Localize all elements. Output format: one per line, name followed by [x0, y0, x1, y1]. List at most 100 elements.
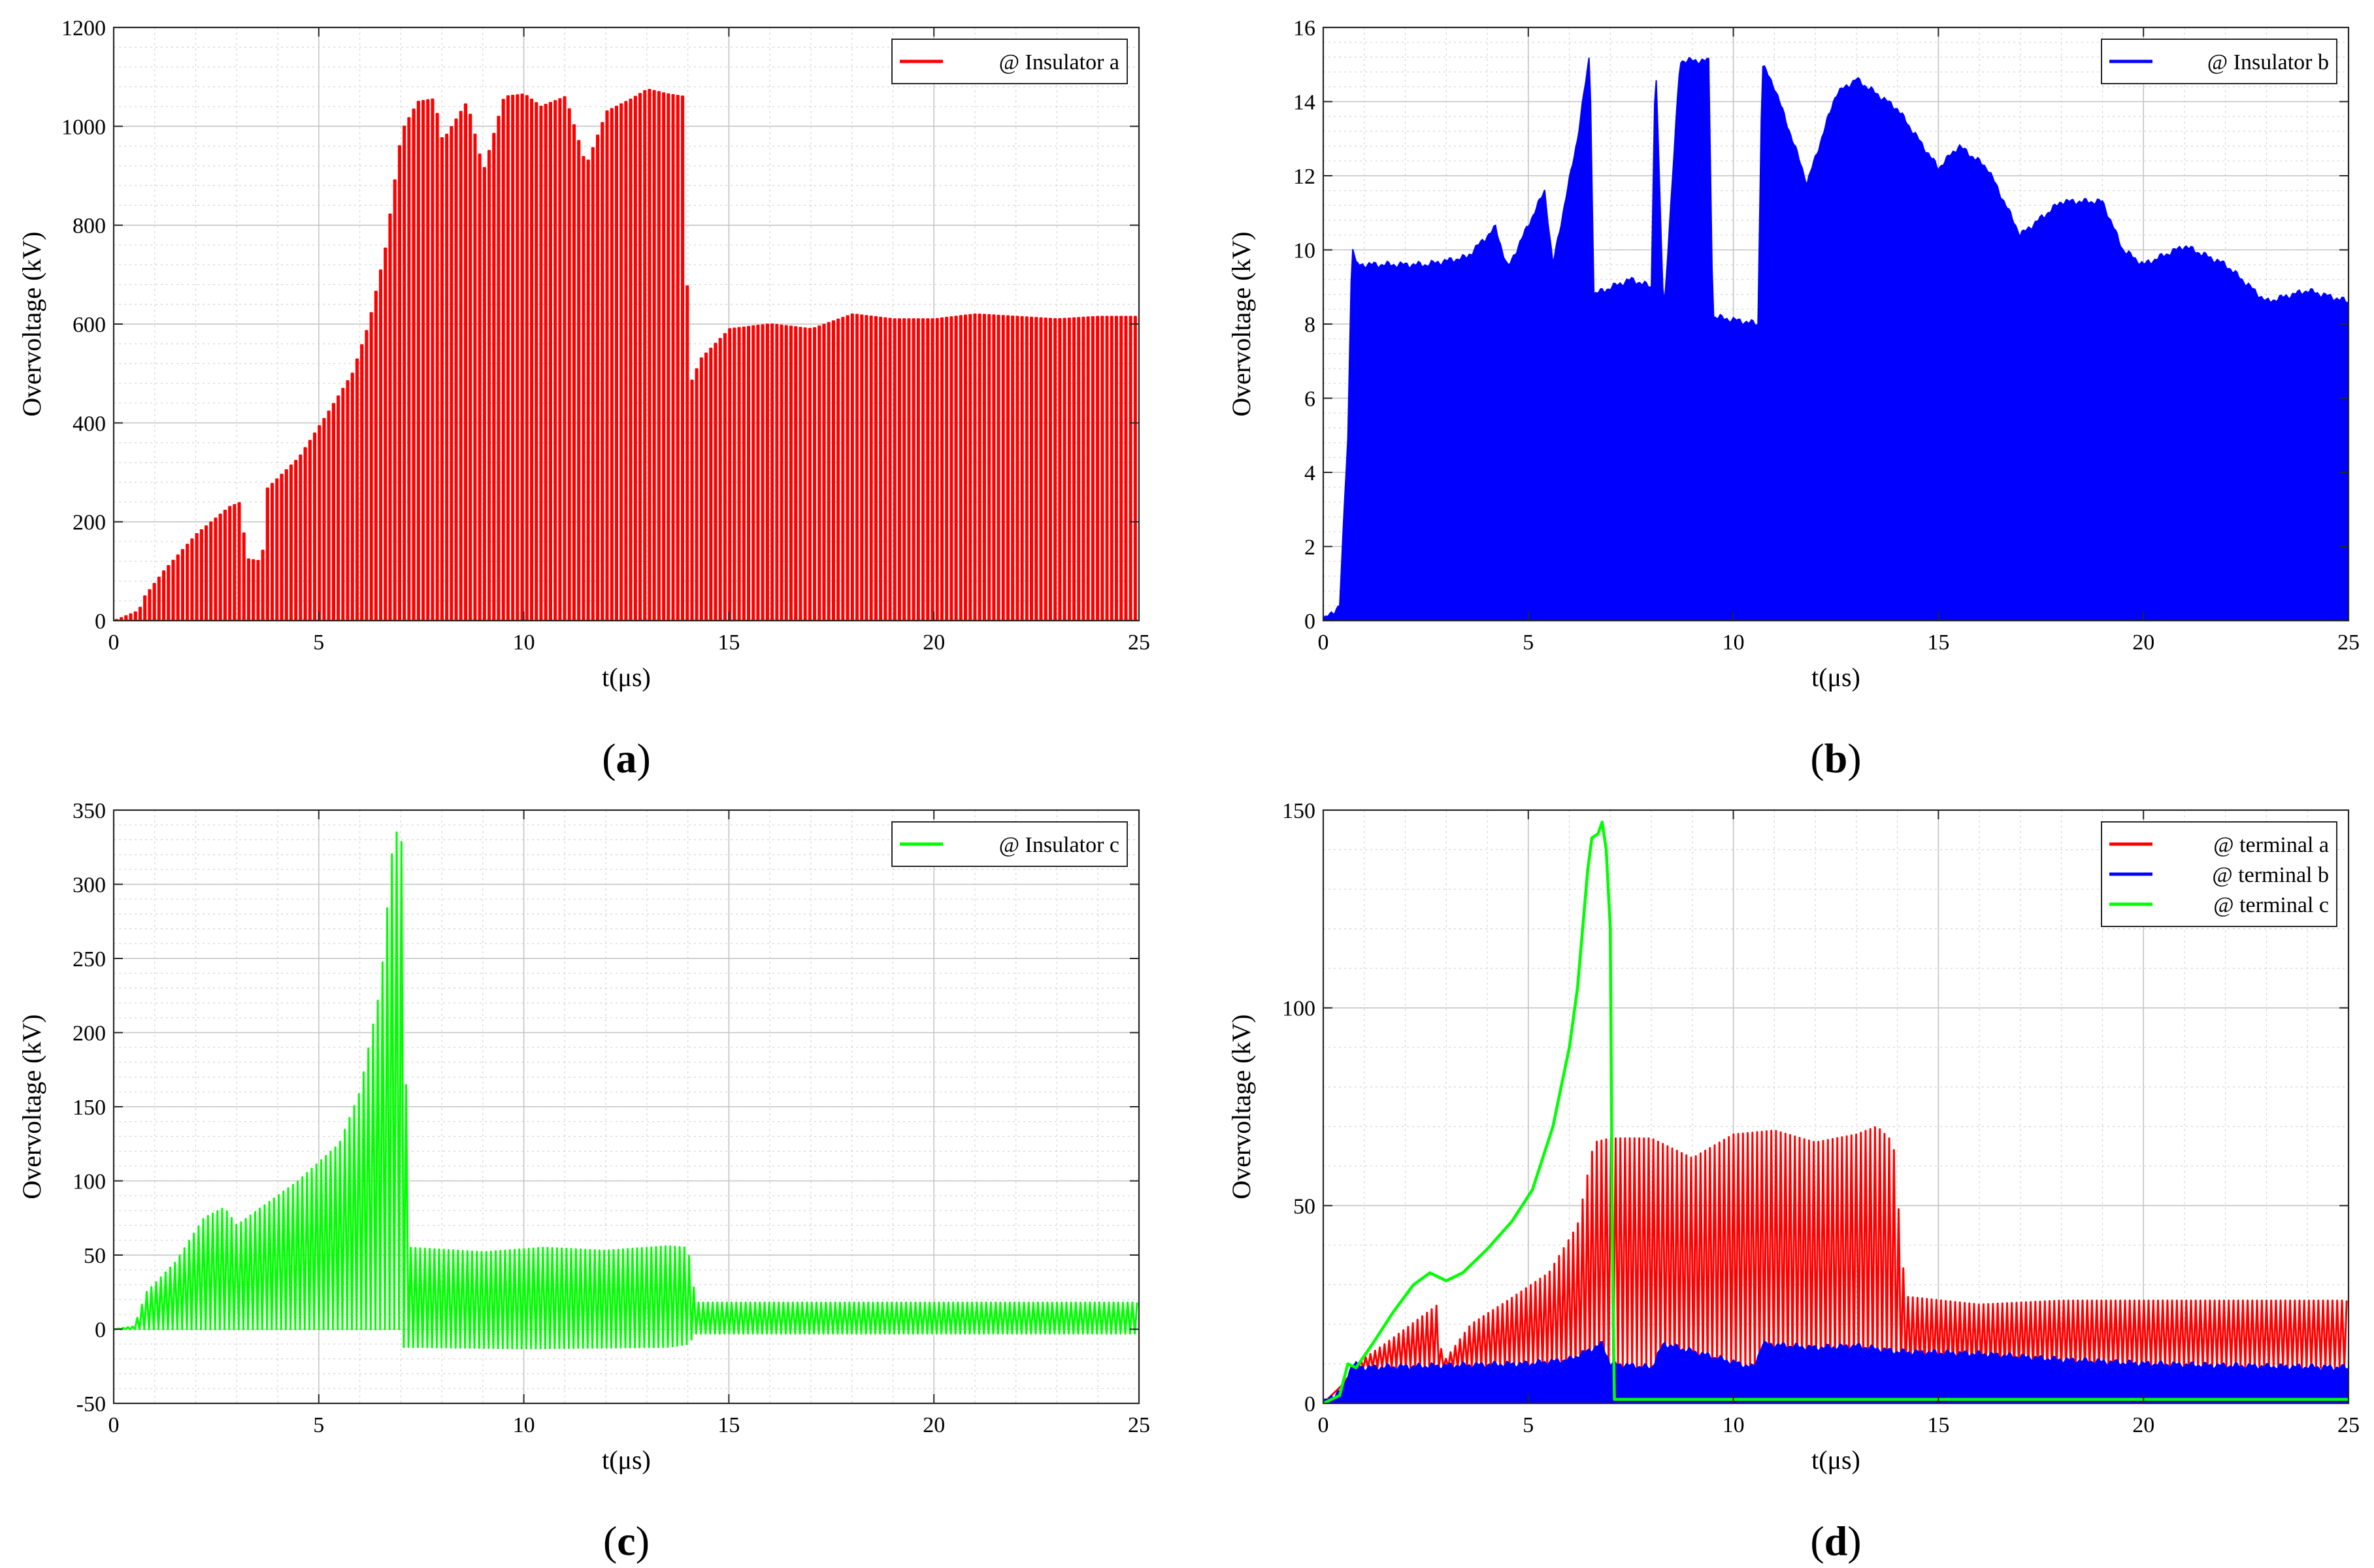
- ticks: 0 5 10 15 20 25 0 2 4 6 8 10 12 14 16: [1293, 16, 2360, 655]
- series-terminal-b: [1323, 1340, 2349, 1403]
- y-axis-label: Overvoltage (kV): [17, 1014, 46, 1199]
- x-tick-label: 20: [2132, 630, 2154, 655]
- x-tick-label: 10: [1723, 630, 1745, 655]
- x-tick-label: 10: [513, 1413, 535, 1437]
- chart-panel-d: 0 5 10 15 20 25 0 50 100 150 t(μs) Overvoltage (kV)…: [1227, 799, 2360, 1564]
- y-tick-label: 150: [1282, 799, 1315, 823]
- axes-box: [1322, 809, 2350, 1405]
- x-tick-label: 5: [1523, 630, 1534, 655]
- y-tick-label: 400: [73, 412, 106, 436]
- filled-band: [1323, 1340, 2349, 1403]
- x-tick-label: 15: [1927, 630, 1949, 655]
- x-tick-label: 20: [923, 1413, 945, 1437]
- panel-letter: d: [1824, 1518, 1848, 1564]
- plot-data: [114, 831, 1138, 1350]
- filled-band: [1323, 57, 2349, 621]
- y-tick-label: 0: [95, 610, 106, 634]
- x-tick-label: 20: [2132, 1413, 2154, 1437]
- ticks: 0 5 10 15 20 25 0 50 100 150: [1282, 799, 2360, 1437]
- series-insulator-b: [1323, 57, 2349, 621]
- y-tick-label: 100: [73, 1170, 106, 1194]
- panel-letter: c: [617, 1518, 635, 1564]
- x-axis-label: t(μs): [1811, 1445, 1860, 1475]
- y-tick-label: 50: [1293, 1194, 1315, 1218]
- y-tick-label: 8: [1304, 313, 1315, 337]
- chart-panel-c: 0 5 10 15 20 25-50050100150200250300350t(μs)O…: [17, 799, 1150, 1564]
- y-tick-label: 800: [73, 214, 106, 238]
- legend-box: [891, 821, 1128, 867]
- panel-letter: b: [1824, 735, 1848, 781]
- y-tick-label: 200: [73, 1022, 106, 1046]
- panel-label: (b): [1810, 735, 1861, 781]
- panel-letter: a: [616, 735, 637, 781]
- legend-entry: @ Insulator c: [999, 833, 1119, 857]
- y-tick-label: 0: [1304, 1392, 1315, 1416]
- y-tick-label: 250: [73, 947, 106, 972]
- y-tick-label: 14: [1293, 91, 1315, 115]
- y-tick-label: 4: [1304, 461, 1315, 485]
- panel-paren-close: ): [1847, 735, 1861, 781]
- legend: @ terminal a @ terminal b @ terminal c: [2101, 821, 2337, 927]
- y-tick-label: 200: [73, 511, 106, 535]
- panel-paren-close: ): [637, 735, 651, 781]
- panel-label: (d): [1810, 1518, 1861, 1564]
- series-terminal-c: [1323, 820, 2349, 1403]
- legend: @ Insulator a: [891, 39, 1128, 84]
- y-tick-label: 50: [84, 1244, 106, 1268]
- x-tick-label: 15: [717, 630, 740, 655]
- x-tick-label: 5: [313, 630, 324, 655]
- y-tick-label: 16: [1293, 16, 1315, 41]
- x-tick-label: 0: [1318, 630, 1329, 655]
- legend-entry: @ terminal b: [2212, 863, 2329, 887]
- y-tick-label: 0: [1304, 610, 1315, 634]
- y-tick-label: 6: [1304, 387, 1315, 412]
- series-insulator-c: [114, 831, 1138, 1350]
- oscillation-line: [114, 831, 1138, 1350]
- x-tick-label: 0: [108, 630, 120, 655]
- y-tick-label: 0: [95, 1318, 106, 1343]
- x-tick-label: 5: [1523, 1413, 1534, 1437]
- x-tick-label: 10: [1723, 1413, 1745, 1437]
- y-tick-label: 600: [73, 313, 106, 337]
- y-tick-label: 1200: [61, 16, 106, 41]
- legend-entry: @ terminal c: [2213, 893, 2329, 917]
- panel-paren-close: ): [636, 1518, 650, 1564]
- x-tick-label: 25: [2337, 1413, 2360, 1437]
- x-tick-label: 10: [513, 630, 535, 655]
- y-axis-label: Overvoltage (kV): [17, 231, 46, 416]
- series-insulator-a: [114, 89, 1139, 621]
- panel-paren-open: (: [603, 1518, 617, 1564]
- plot-data: [114, 89, 1139, 621]
- panel-paren-close: ): [1847, 1518, 1861, 1564]
- x-tick-label: 5: [313, 1413, 324, 1437]
- y-tick-label: 100: [1282, 997, 1315, 1021]
- legend-entry: @ Insulator a: [999, 50, 1119, 74]
- y-tick-label: 300: [73, 874, 106, 898]
- panel-label: (a): [602, 735, 651, 781]
- x-tick-label: 15: [717, 1413, 740, 1437]
- x-axis-label: t(μs): [602, 662, 651, 692]
- legend-entry: @ Insulator b: [2207, 50, 2329, 74]
- x-tick-label: 25: [2337, 630, 2360, 655]
- y-tick-label: 10: [1293, 239, 1315, 263]
- chart-panel-b: 0 5 10 15 20 25 0 2 4 6 8 10 12 14 16 t(μs) Overvoltage …: [1227, 16, 2360, 781]
- x-tick-label: 20: [923, 630, 945, 655]
- y-tick-label: -50: [76, 1392, 106, 1416]
- legend-entry: @ terminal a: [2213, 833, 2329, 857]
- y-tick-label: 12: [1293, 165, 1315, 189]
- ticks: 0 5 10 15 20 25 0 200 400 600 800 1000 1200: [61, 16, 1150, 655]
- y-tick-label: 1000: [61, 115, 106, 139]
- panel-paren-open: (: [1810, 1518, 1824, 1564]
- x-axis-label: t(μs): [602, 1445, 651, 1475]
- y-tick-label: 2: [1304, 536, 1315, 560]
- panel-paren-open: (: [602, 735, 616, 781]
- legend: @ Insulator c: [891, 821, 1128, 867]
- y-tick-label: 350: [73, 799, 106, 823]
- y-axis-label: Overvoltage (kV): [1227, 1014, 1256, 1199]
- panel-paren-open: (: [1810, 735, 1824, 781]
- plot-data: [1323, 820, 2349, 1403]
- y-axis-label: Overvoltage (kV): [1227, 231, 1256, 416]
- panel-label: (c): [603, 1518, 650, 1564]
